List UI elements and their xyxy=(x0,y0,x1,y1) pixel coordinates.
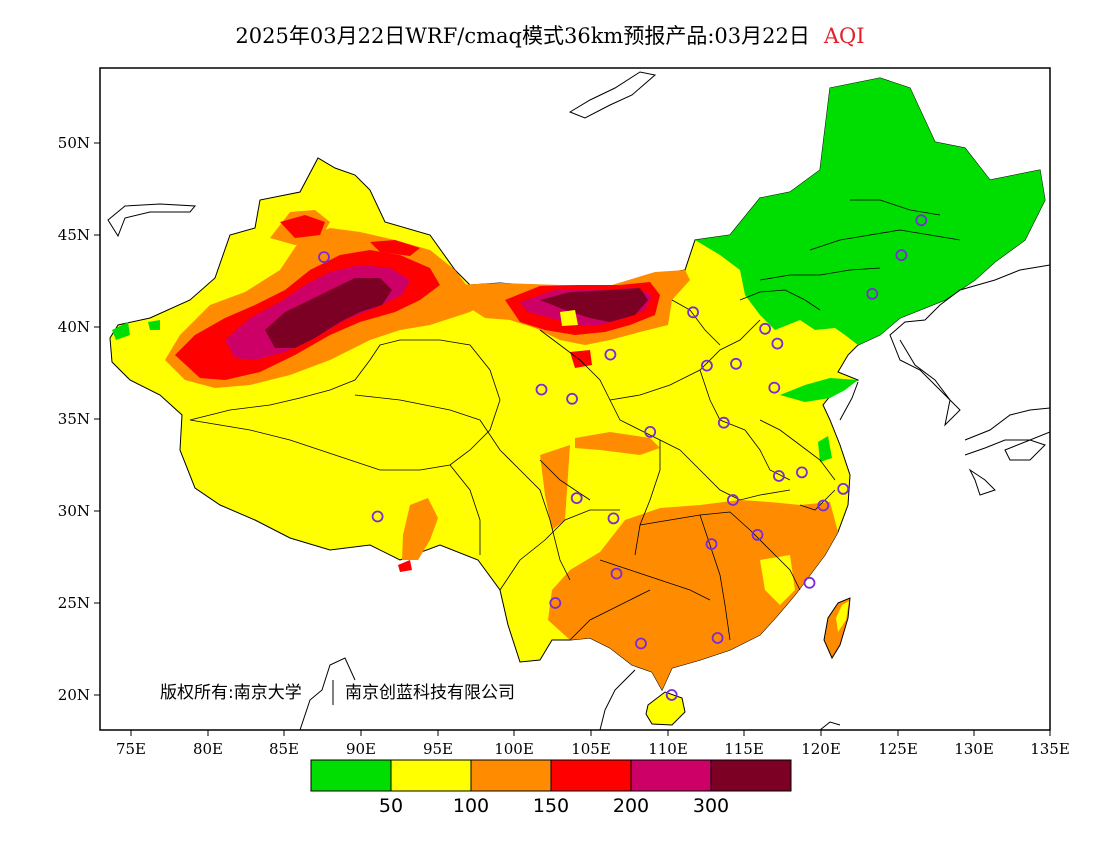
station-marker xyxy=(371,510,384,523)
y-tick-label: 50N xyxy=(58,134,90,152)
y-tick-label: 25N xyxy=(58,594,90,612)
copyright-right: 南京创蓝科技有限公司 xyxy=(345,683,515,703)
station-marker xyxy=(635,637,647,650)
station-marker xyxy=(796,466,808,479)
station-marker xyxy=(607,512,620,525)
x-tick-label: 120E xyxy=(801,740,841,758)
region-south-orange xyxy=(548,500,838,690)
x-tick-label: 80E xyxy=(193,740,223,758)
legend-swatch-0 xyxy=(310,759,392,792)
station-marker xyxy=(727,494,739,506)
y-tick-label: 30N xyxy=(58,502,90,520)
y-tick-label: 35N xyxy=(58,410,90,428)
region-inner-mongolia-hazardous xyxy=(540,288,648,322)
legend-label: 200 xyxy=(613,795,649,817)
map-layer xyxy=(107,71,1050,730)
x-tick-label: 105E xyxy=(571,740,611,758)
station-marker xyxy=(817,499,830,512)
station-marker xyxy=(566,392,578,405)
station-marker xyxy=(730,357,742,370)
y-axis: 50N 45N 40N 35N 30N 25N 20N xyxy=(58,134,100,704)
station-marker xyxy=(549,597,562,609)
region-northeast-good xyxy=(695,78,1045,345)
y-tick-label: 40N xyxy=(58,318,90,336)
x-tick-label: 75E xyxy=(116,740,146,758)
x-tick-label: 85E xyxy=(269,740,299,758)
x-tick-label: 95E xyxy=(423,740,453,758)
legend-swatch-3 xyxy=(550,759,632,792)
station-marker xyxy=(768,381,781,394)
station-marker xyxy=(895,249,908,262)
y-tick-label: 45N xyxy=(58,226,90,244)
x-axis: 75E 80E 85E 90E 95E 100E 105E 110E 115E … xyxy=(116,730,1070,758)
station-marker xyxy=(644,425,657,438)
title-main: 2025年03月22日WRF/cmaq模式36km预报产品:03月22日 xyxy=(235,24,810,48)
y-tick-label: 20N xyxy=(58,686,90,704)
x-tick-label: 115E xyxy=(724,740,764,758)
x-tick-label: 90E xyxy=(346,740,376,758)
station-marker xyxy=(705,538,718,550)
station-marker xyxy=(866,287,879,300)
x-tick-label: 125E xyxy=(878,740,918,758)
region-northwest-hazardous xyxy=(265,278,392,348)
station-marker xyxy=(318,251,330,264)
station-marker xyxy=(711,632,724,644)
map-frame xyxy=(99,67,1051,731)
station-marker xyxy=(687,306,699,319)
legend-label: 150 xyxy=(533,795,569,817)
station-marker xyxy=(701,359,713,372)
legend-swatch-2 xyxy=(470,759,552,792)
map-title: 2025年03月22日WRF/cmaq模式36km预报产品:03月22日 AQI xyxy=(0,20,1100,50)
legend-swatch-4 xyxy=(630,759,712,792)
station-marker xyxy=(610,567,623,580)
x-tick-label: 110E xyxy=(648,740,688,758)
station-markers xyxy=(318,214,928,701)
station-marker xyxy=(717,416,730,429)
station-marker xyxy=(803,576,816,589)
legend-swatch-5 xyxy=(710,759,792,792)
legend-label: 50 xyxy=(379,795,403,817)
station-marker xyxy=(759,322,771,335)
station-marker xyxy=(604,348,617,361)
station-marker xyxy=(570,492,583,505)
station-marker xyxy=(535,383,548,396)
station-marker xyxy=(915,214,928,227)
x-tick-label: 130E xyxy=(954,740,994,758)
color-legend: 50 100 150 200 300 xyxy=(310,759,792,817)
station-marker xyxy=(771,337,784,350)
coastlines xyxy=(107,71,1050,730)
legend-label: 100 xyxy=(453,795,489,817)
station-marker xyxy=(751,529,764,541)
legend-label: 300 xyxy=(693,795,729,817)
station-marker xyxy=(773,470,785,482)
copyright-left: 版权所有:南京大学 xyxy=(160,683,302,703)
province-borders xyxy=(189,199,961,641)
x-tick-label: 100E xyxy=(494,740,534,758)
title-variable: AQI xyxy=(823,24,865,48)
x-tick-label: 135E xyxy=(1030,740,1070,758)
station-marker xyxy=(665,689,678,701)
station-marker xyxy=(837,482,850,495)
legend-swatch-1 xyxy=(390,759,472,792)
region-hainan xyxy=(645,691,686,726)
